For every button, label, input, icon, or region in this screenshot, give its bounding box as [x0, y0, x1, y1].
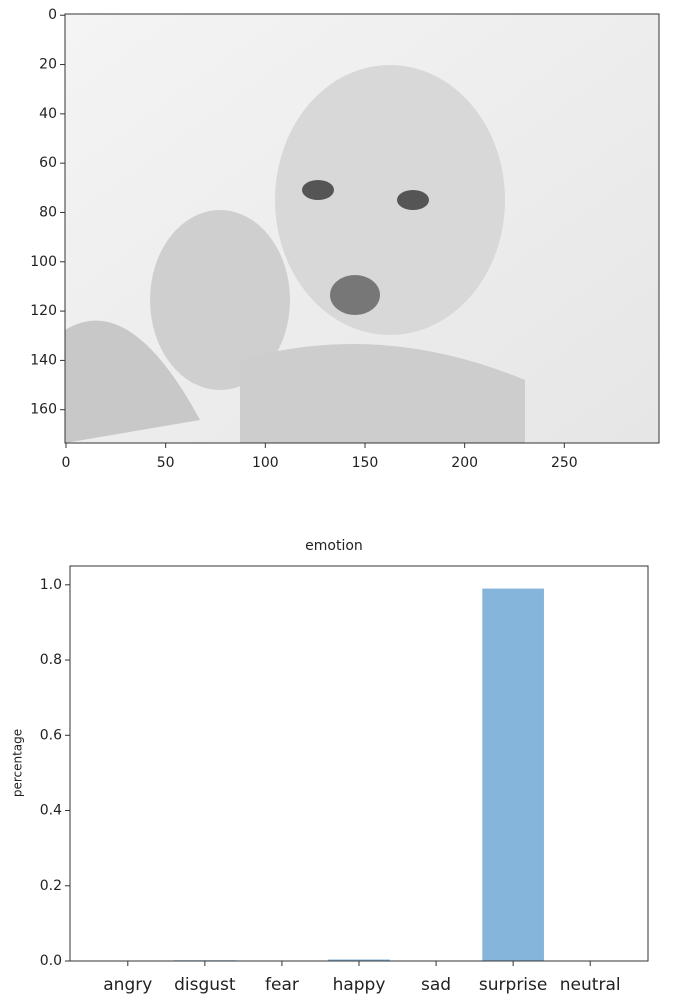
x-tick-label: 0: [62, 455, 71, 471]
y-axis-label: percentage: [11, 729, 25, 797]
x-tick-label: disgust: [174, 975, 236, 995]
x-tick-label: neutral: [560, 975, 621, 995]
page: emotion percentage 0 20 40 60 80 100 120 140 160…: [0, 0, 675, 1006]
x-tick-label: 100: [252, 455, 279, 471]
chart-title: emotion: [305, 538, 363, 554]
bar: [482, 589, 544, 961]
photo: [65, 14, 659, 443]
x-tick-label: angry: [103, 975, 152, 995]
y-tick-label: 80: [39, 204, 57, 220]
x-tick-label: surprise: [479, 975, 547, 995]
y-tick-label: 120: [30, 303, 57, 319]
x-tick-label: happy: [333, 975, 386, 995]
x-tick-label: sad: [421, 975, 451, 995]
x-tick-label: 250: [551, 455, 578, 471]
y-tick-label: 0.8: [40, 652, 62, 668]
x-tick-label: 150: [352, 455, 379, 471]
axes-frame: [70, 566, 648, 961]
y-tick-label: 0: [48, 7, 57, 23]
y-tick-label: 1.0: [40, 577, 62, 593]
y-tick-label: 20: [39, 57, 57, 73]
y-tick-label: 0.4: [40, 803, 62, 819]
y-tick-label: 40: [39, 106, 57, 122]
y-tick-label: 140: [30, 352, 57, 368]
y-tick-label: 160: [30, 402, 57, 418]
y-tick-label: 0.6: [40, 727, 62, 743]
x-tick-label: fear: [265, 975, 299, 995]
figure: emotion percentage 0 20 40 60 80 100 120 140 160…: [0, 0, 675, 1006]
y-tick-label: 100: [30, 254, 57, 270]
y-tick-label: 0.0: [40, 953, 62, 969]
x-tick-label: 200: [451, 455, 478, 471]
x-tick-label: 50: [157, 455, 175, 471]
y-tick-label: 0.2: [40, 878, 62, 894]
y-tick-label: 60: [39, 155, 57, 171]
